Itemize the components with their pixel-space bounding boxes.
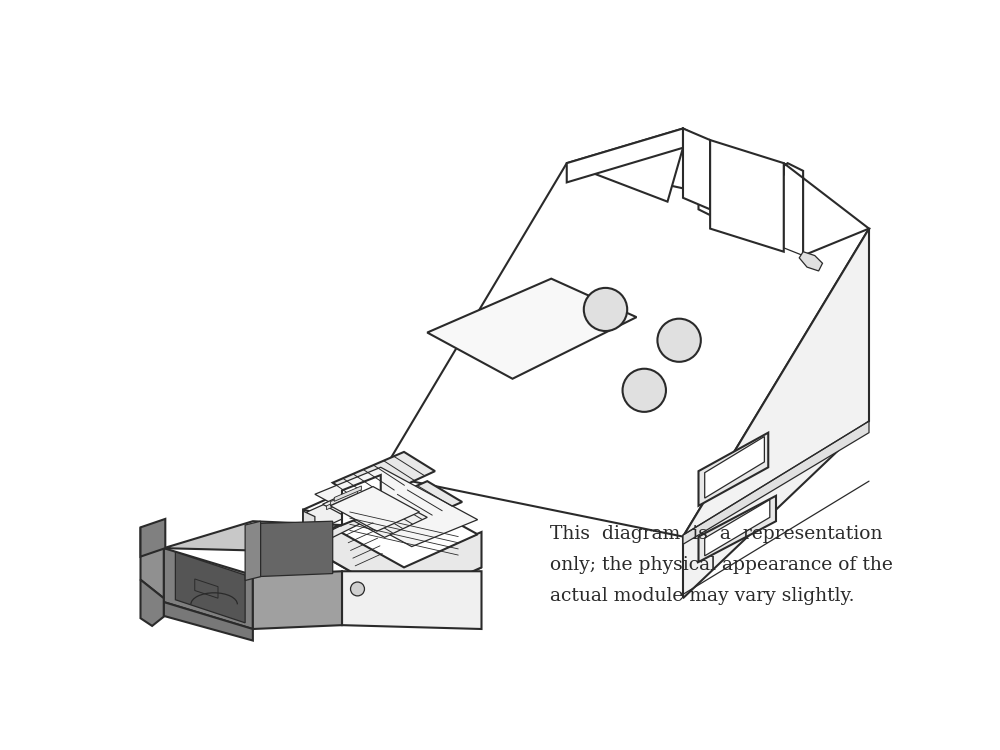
Polygon shape [358,482,462,532]
Text: actual module may vary slightly.: actual module may vary slightly. [550,586,854,604]
Polygon shape [698,496,776,562]
Polygon shape [784,164,803,256]
Polygon shape [164,521,342,550]
Polygon shape [334,486,361,501]
Polygon shape [303,475,381,544]
Polygon shape [683,128,710,209]
Polygon shape [307,482,478,568]
Polygon shape [567,128,683,182]
Polygon shape [698,433,768,506]
Polygon shape [315,467,478,547]
Polygon shape [164,548,253,629]
Polygon shape [342,475,381,525]
Polygon shape [330,490,358,506]
Polygon shape [427,279,637,379]
Polygon shape [330,487,420,531]
Circle shape [657,319,701,362]
Polygon shape [333,452,435,504]
Polygon shape [705,500,770,556]
Polygon shape [140,519,165,556]
Polygon shape [683,229,869,598]
Polygon shape [303,510,482,602]
Circle shape [584,288,627,331]
Polygon shape [683,421,869,544]
Polygon shape [303,510,482,602]
Circle shape [351,582,364,596]
Polygon shape [323,484,427,537]
Polygon shape [381,164,869,536]
Polygon shape [175,552,245,622]
Polygon shape [799,252,822,271]
Polygon shape [245,521,261,580]
Polygon shape [326,494,354,510]
Polygon shape [257,521,333,577]
Polygon shape [164,602,253,640]
Polygon shape [307,478,381,535]
Polygon shape [342,572,482,629]
Circle shape [623,369,666,412]
Polygon shape [140,580,164,626]
Polygon shape [303,512,315,552]
Text: only; the physical appearance of the: only; the physical appearance of the [550,556,893,574]
Polygon shape [567,128,869,256]
Polygon shape [705,436,764,498]
Polygon shape [710,140,784,252]
Polygon shape [195,579,218,598]
Polygon shape [253,572,342,629]
Text: This  diagram  is  a  representation: This diagram is a representation [550,525,882,543]
Polygon shape [311,506,381,548]
Polygon shape [140,527,164,598]
